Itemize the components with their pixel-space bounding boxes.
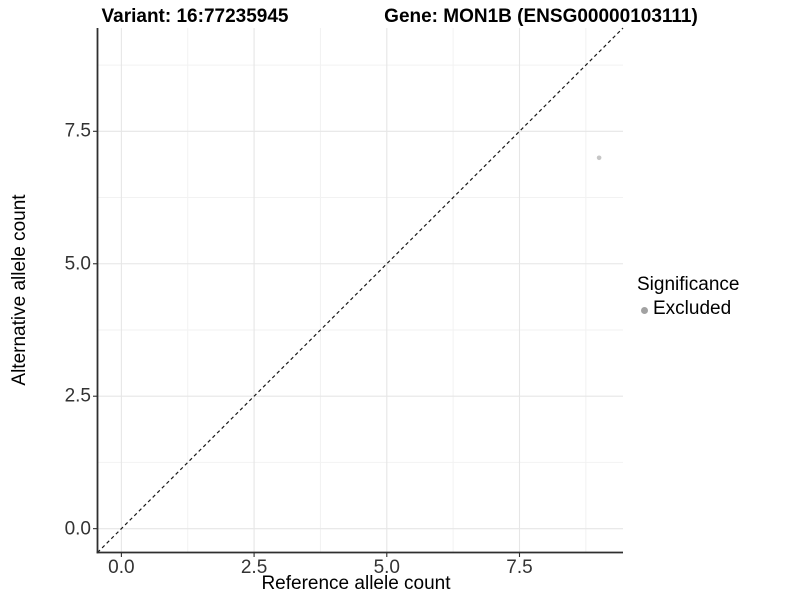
legend-point-swatch [641, 306, 648, 314]
y-tick-label: 2.5 [64, 385, 91, 407]
x-tick-label: 2.5 [240, 557, 268, 578]
legend-item-excluded: Excluded [637, 298, 739, 320]
y-tick-label: 0.0 [64, 518, 91, 540]
x-tick-label: 0.0 [108, 557, 135, 578]
x-axis-title: Reference allele count [261, 573, 451, 594]
data-point [596, 155, 602, 161]
y-tick-label: 7.5 [64, 120, 91, 142]
identity-dashed-line [97, 27, 624, 553]
legend-title: Significance [637, 274, 740, 295]
y-tick-label: 5.0 [64, 253, 91, 275]
variant-title: Variant: 16:77235945 [101, 6, 289, 27]
x-tick-label: 7.5 [506, 557, 533, 578]
gene-title: Gene: MON1B (ENSG00000103111) [384, 6, 698, 27]
x-tick-label: 5.0 [373, 557, 400, 578]
legend-item-label: Excluded [653, 298, 732, 319]
legend: Significance Excluded [637, 274, 739, 320]
y-axis-title: Alternative allele count [9, 194, 30, 386]
